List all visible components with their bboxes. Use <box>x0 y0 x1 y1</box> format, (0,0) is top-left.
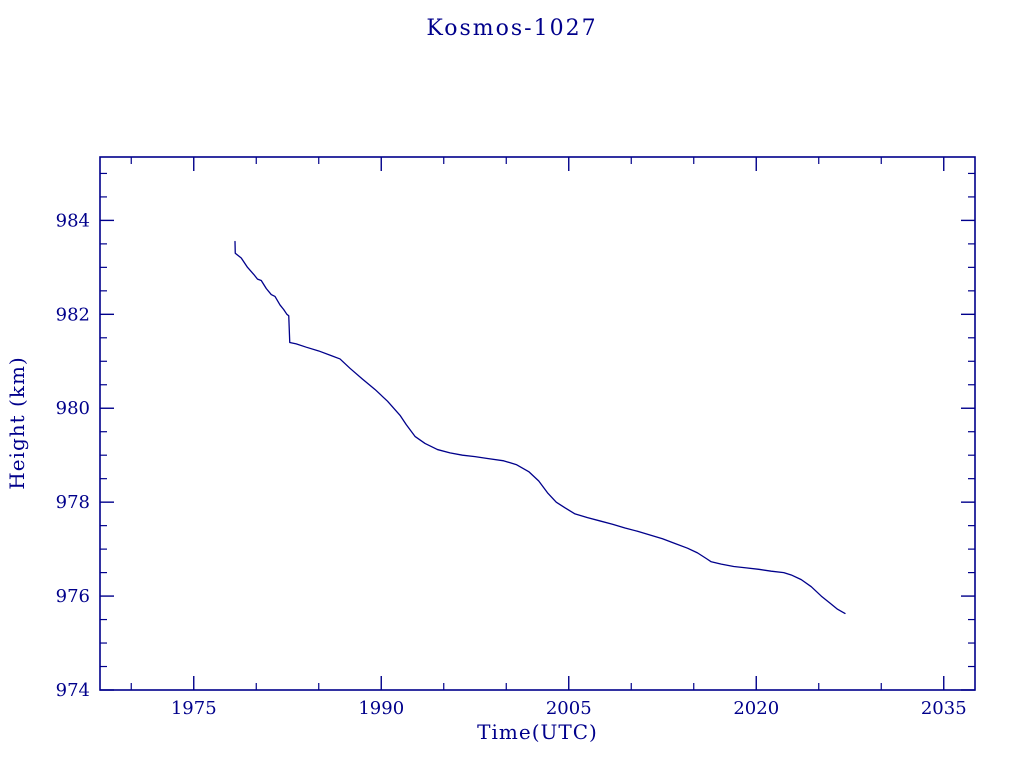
x-tick-label: 1990 <box>358 698 404 719</box>
data-line <box>234 240 846 615</box>
x-tick-label: 1975 <box>171 698 217 719</box>
x-tick-label: 2005 <box>546 698 592 719</box>
chart-title: Kosmos-1027 <box>426 16 598 41</box>
y-tick-label: 976 <box>56 586 90 607</box>
y-tick-label: 978 <box>56 492 90 513</box>
y-tick-label: 982 <box>56 304 90 325</box>
x-axis-label: Time(UTC) <box>477 720 598 744</box>
y-tick-label: 984 <box>56 210 90 231</box>
y-tick-label: 974 <box>56 680 90 701</box>
axis-box <box>99 156 976 691</box>
x-tick-label: 2020 <box>733 698 779 719</box>
x-tick-label: 2035 <box>921 698 967 719</box>
y-axis-label: Height (km) <box>5 356 29 490</box>
y-tick-label: 980 <box>56 398 90 419</box>
